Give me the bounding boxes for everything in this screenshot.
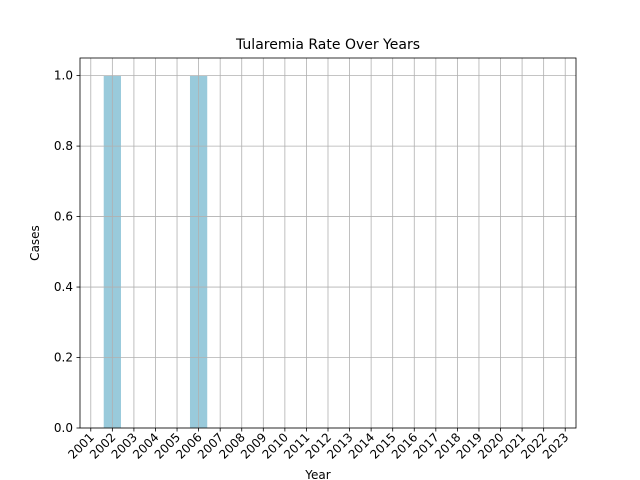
y-tick-label: 0.6 [54, 210, 73, 224]
y-tick-label: 0.2 [54, 351, 73, 365]
plot-frame [79, 57, 577, 429]
y-tick-label: 0.0 [54, 421, 73, 435]
y-axis-label: Cases [28, 225, 42, 261]
y-tick-label: 0.8 [54, 139, 73, 153]
y-tick-label: 0.4 [54, 280, 73, 294]
x-axis-label: Year [304, 468, 330, 480]
y-tick-label: 1.0 [54, 69, 73, 83]
chart-title: Tularemia Rate Over Years [235, 37, 420, 53]
